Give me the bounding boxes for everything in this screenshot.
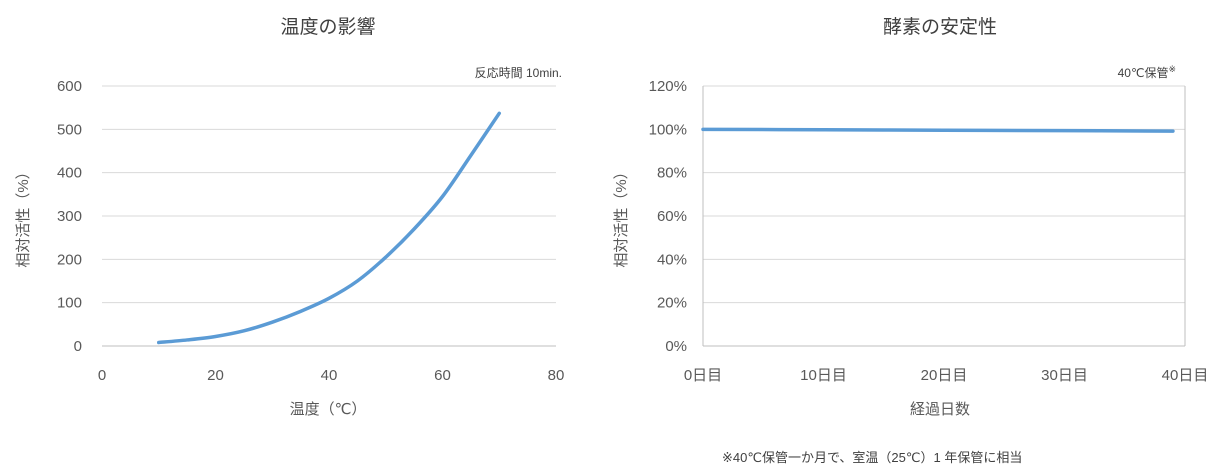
series-line [701,127,1175,133]
y-tick-label: 80% [657,165,687,182]
x-tick-label: 40 [321,367,338,384]
gridlines [702,85,1186,347]
chart-note: 40℃保管※ [1118,64,1176,80]
gridlines [102,85,556,347]
y-tick-label: 0% [665,338,687,355]
chart-note-mark: ※ [1168,64,1176,74]
y-tick-label: 40% [657,251,687,268]
chart-title: 温度の影響 [280,16,375,38]
x-axis-label: 経過日数 [910,401,970,418]
x-tick-labels: 0日目 10日目 20日目 30日目 40日目 [684,367,1209,384]
x-tick-label: 0日目 [684,367,722,384]
x-axis-label: 温度（℃） [290,401,367,418]
chart-note: 反応時間 10min. [475,66,562,80]
footnote: ※40℃保管一か月で、室温（25℃）1 年保管に相当 [722,450,1022,465]
series-group [701,127,1175,133]
y-axis-label: 相対活性（%） [613,164,630,267]
x-tick-label: 20 [207,367,224,384]
y-tick-label: 600 [57,78,82,95]
y-tick-label: 100 [57,295,82,312]
x-tick-label: 20日目 [921,367,968,384]
x-tick-label: 40日目 [1162,367,1209,384]
x-tick-label: 60 [434,367,451,384]
chart-temperature: 温度の影響 反応時間 10min. 0 100 200 300 400 500 600 0 2… [15,16,564,418]
y-tick-label: 100% [649,121,687,138]
x-tick-label: 80 [548,367,565,384]
x-tick-labels: 0 20 40 60 80 [98,367,565,384]
series-group [157,111,501,345]
y-tick-label: 200 [57,251,82,268]
chart-note-text: 40℃保管 [1118,65,1169,80]
y-tick-label: 120% [649,78,687,95]
x-tick-label: 30日目 [1041,367,1088,384]
chart-stability: 酵素の安定性 40℃保管※ 0% 20% 40% 60% 80% 100% 120% 0日目… [613,16,1208,418]
y-tick-label: 400 [57,165,82,182]
x-tick-label: 0 [98,367,106,384]
y-tick-label: 60% [657,208,687,225]
series-line [157,111,501,345]
y-tick-labels: 0 100 200 300 400 500 600 [57,78,82,355]
chart-title: 酵素の安定性 [883,16,997,38]
y-tick-labels: 0% 20% 40% 60% 80% 100% 120% [649,78,687,355]
y-tick-label: 0 [74,338,82,355]
x-tick-label: 10日目 [800,367,847,384]
y-tick-label: 20% [657,295,687,312]
y-tick-label: 300 [57,208,82,225]
y-axis-label: 相対活性（%） [15,164,32,267]
y-tick-label: 500 [57,121,82,138]
